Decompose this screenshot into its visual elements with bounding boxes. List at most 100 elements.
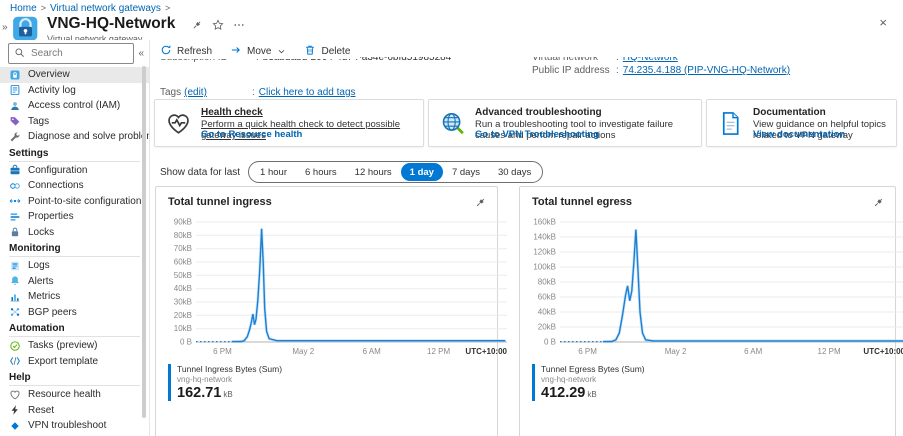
chart-total-tunnel-ingress: Total tunnel ingress 90kB 80kB 70kB 60kB 50kB… (155, 186, 508, 436)
heart-pulse-icon (165, 110, 192, 137)
card-title: Documentation (753, 107, 826, 118)
sidebar-item-configuration[interactable]: Configuration (0, 163, 149, 179)
legend-aggregate-value: 412.29 kB (541, 385, 597, 401)
sidebar-item-activity-log[interactable]: Activity log (0, 83, 149, 99)
edit-tags-link[interactable]: (edit) (184, 87, 207, 98)
time-range-30-days[interactable]: 30 days (497, 166, 532, 178)
sidebar-item-label: Properties (28, 211, 74, 223)
sidebar-item-bgp-peers[interactable]: BGP peers (0, 305, 149, 321)
breadcrumb: Home > Virtual network gateways > (10, 3, 174, 14)
breadcrumb-link[interactable]: Virtual network gateways (49, 3, 161, 14)
sidebar-item-resource-health[interactable]: Resource health (0, 387, 149, 403)
sidebar-item-export-template[interactable]: Export template (0, 354, 149, 370)
sidebar-item-label: Configuration (28, 164, 88, 176)
section-divider (9, 385, 140, 386)
pin-chart-button[interactable] (474, 196, 487, 209)
access-control-icon (9, 100, 21, 112)
delete-button[interactable]: Delete (304, 44, 350, 59)
public-ip-link[interactable]: 74.235.4.188 (PIP-VNG-HQ-Network) (622, 65, 791, 76)
sidebar-search[interactable] (8, 43, 135, 64)
svg-text:140kB: 140kB (533, 233, 556, 242)
breadcrumb-link[interactable]: Home (10, 3, 37, 14)
collapse-sidebar-button[interactable]: « (138, 48, 144, 59)
card-description: View guidance on helpful topics related … (753, 119, 886, 141)
go-to-resource-health-link[interactable]: Go to Resource health (201, 129, 303, 140)
svg-text:40kB: 40kB (174, 284, 192, 293)
favorite-star-button[interactable] (212, 19, 224, 31)
sidebar-item-metrics[interactable]: Metrics (0, 289, 149, 305)
go-to-vpn-troubleshooting-link[interactable]: Go to VPN Troubleshooting (475, 129, 600, 140)
time-range-7-days[interactable]: 7 days (451, 166, 480, 178)
sidebar-item-connections[interactable]: Connections (0, 178, 149, 194)
advanced-troubleshooting-card[interactable]: Advanced troubleshooting Run a troublesh… (428, 99, 702, 147)
legend-series-name: Tunnel Egress Bytes (Sum) (541, 364, 645, 374)
point-to-site-icon (9, 195, 21, 207)
chart-title: Total tunnel ingress (168, 196, 272, 208)
sidebar-item-diagnose-and-solve-problems[interactable]: Diagnose and solve problems (0, 129, 149, 145)
sidebar-item-overview[interactable]: Overview (0, 67, 149, 83)
sidebar-section-automation: Automation (9, 323, 65, 334)
time-range-6-hours[interactable]: 6 hours (304, 166, 337, 178)
sidebar-item-alerts[interactable]: Alerts (0, 274, 149, 290)
locks-icon (9, 226, 21, 238)
sidebar-item-label: Overview (28, 69, 70, 81)
time-range-1-day[interactable]: 1 day (400, 163, 443, 181)
documentation-card[interactable]: Documentation View guidance on helpful t… (706, 99, 897, 147)
svg-text:6 AM: 6 AM (363, 347, 382, 356)
sidebar-item-logs[interactable]: Logs (0, 258, 149, 274)
breadcrumb-separator: > (164, 3, 171, 13)
health-check-card[interactable]: Health check Perform a quick health chec… (154, 99, 424, 147)
svg-text:10kB: 10kB (174, 324, 192, 333)
sidebar-item-reset[interactable]: Reset (0, 403, 149, 419)
time-range-12-hours[interactable]: 12 hours (354, 166, 392, 178)
sidebar-item-label: Metrics (28, 291, 61, 303)
tags-icon (9, 115, 21, 127)
sidebar-item-vpn-troubleshoot[interactable]: VPN troubleshoot (0, 418, 149, 434)
virtual-network-link[interactable]: HQ-Network (622, 57, 678, 63)
chart-title: Total tunnel egress (532, 196, 633, 208)
pin-chart-button[interactable] (872, 196, 885, 209)
svg-text:60kB: 60kB (538, 293, 556, 302)
sidebar-item-label: Access control (IAM) (28, 100, 121, 112)
sidebar-item-locks[interactable]: Locks (0, 225, 149, 241)
view-documentation-link[interactable]: View documentation (753, 129, 846, 140)
sidebar-item-label: Activity log (28, 84, 76, 96)
sidebar-item-properties[interactable]: Properties (0, 209, 149, 225)
card-title: Health check (201, 107, 263, 118)
sidebar-item-tasks-preview[interactable]: Tasks (preview) (0, 338, 149, 354)
sidebar-item-label: Resource health (28, 389, 101, 401)
bgp-peers-icon (9, 306, 21, 318)
svg-text:80kB: 80kB (174, 231, 192, 240)
sidebar-scrollbar[interactable] (142, 66, 146, 418)
move-button[interactable]: Move (230, 44, 286, 59)
svg-text:20kB: 20kB (174, 311, 192, 320)
sidebar-item-tags[interactable]: Tags (0, 114, 149, 130)
properties-icon (9, 211, 21, 223)
refresh-button[interactable]: Refresh (160, 44, 212, 59)
sidebar-section-help: Help (9, 372, 31, 383)
svg-text:6 PM: 6 PM (578, 347, 597, 356)
svg-text:160kB: 160kB (533, 218, 556, 227)
vpn-troubleshoot-icon (9, 420, 21, 432)
time-range-1-hour[interactable]: 1 hour (260, 166, 287, 178)
add-tags-link[interactable]: Click here to add tags (258, 87, 356, 98)
svg-text:12 PM: 12 PM (427, 347, 450, 356)
feature-cards: Health check Perform a quick health chec… (154, 99, 897, 147)
globe-wrench-icon (439, 110, 466, 137)
metrics-icon (9, 291, 21, 303)
expand-panel-icon[interactable]: » (2, 22, 8, 33)
diagnose-icon (9, 131, 21, 143)
section-divider (9, 160, 140, 162)
sidebar-item-access-control-iam[interactable]: Access control (IAM) (0, 98, 149, 114)
pin-title-button[interactable] (191, 19, 203, 31)
document-icon (717, 110, 744, 137)
resource-menu-sidebar: « Overview Activity log Access control (IA… (0, 40, 150, 436)
svg-text:30kB: 30kB (174, 298, 192, 307)
card-description: Perform a quick health check to detect p… (201, 119, 401, 141)
more-actions-button[interactable] (233, 19, 245, 31)
close-blade-button[interactable]: × (875, 13, 891, 32)
search-input[interactable] (29, 47, 129, 60)
overview-icon (9, 69, 21, 81)
svg-text:May 2: May 2 (665, 347, 687, 356)
sidebar-item-point-to-site-configuration[interactable]: Point-to-site configuration (0, 194, 149, 210)
